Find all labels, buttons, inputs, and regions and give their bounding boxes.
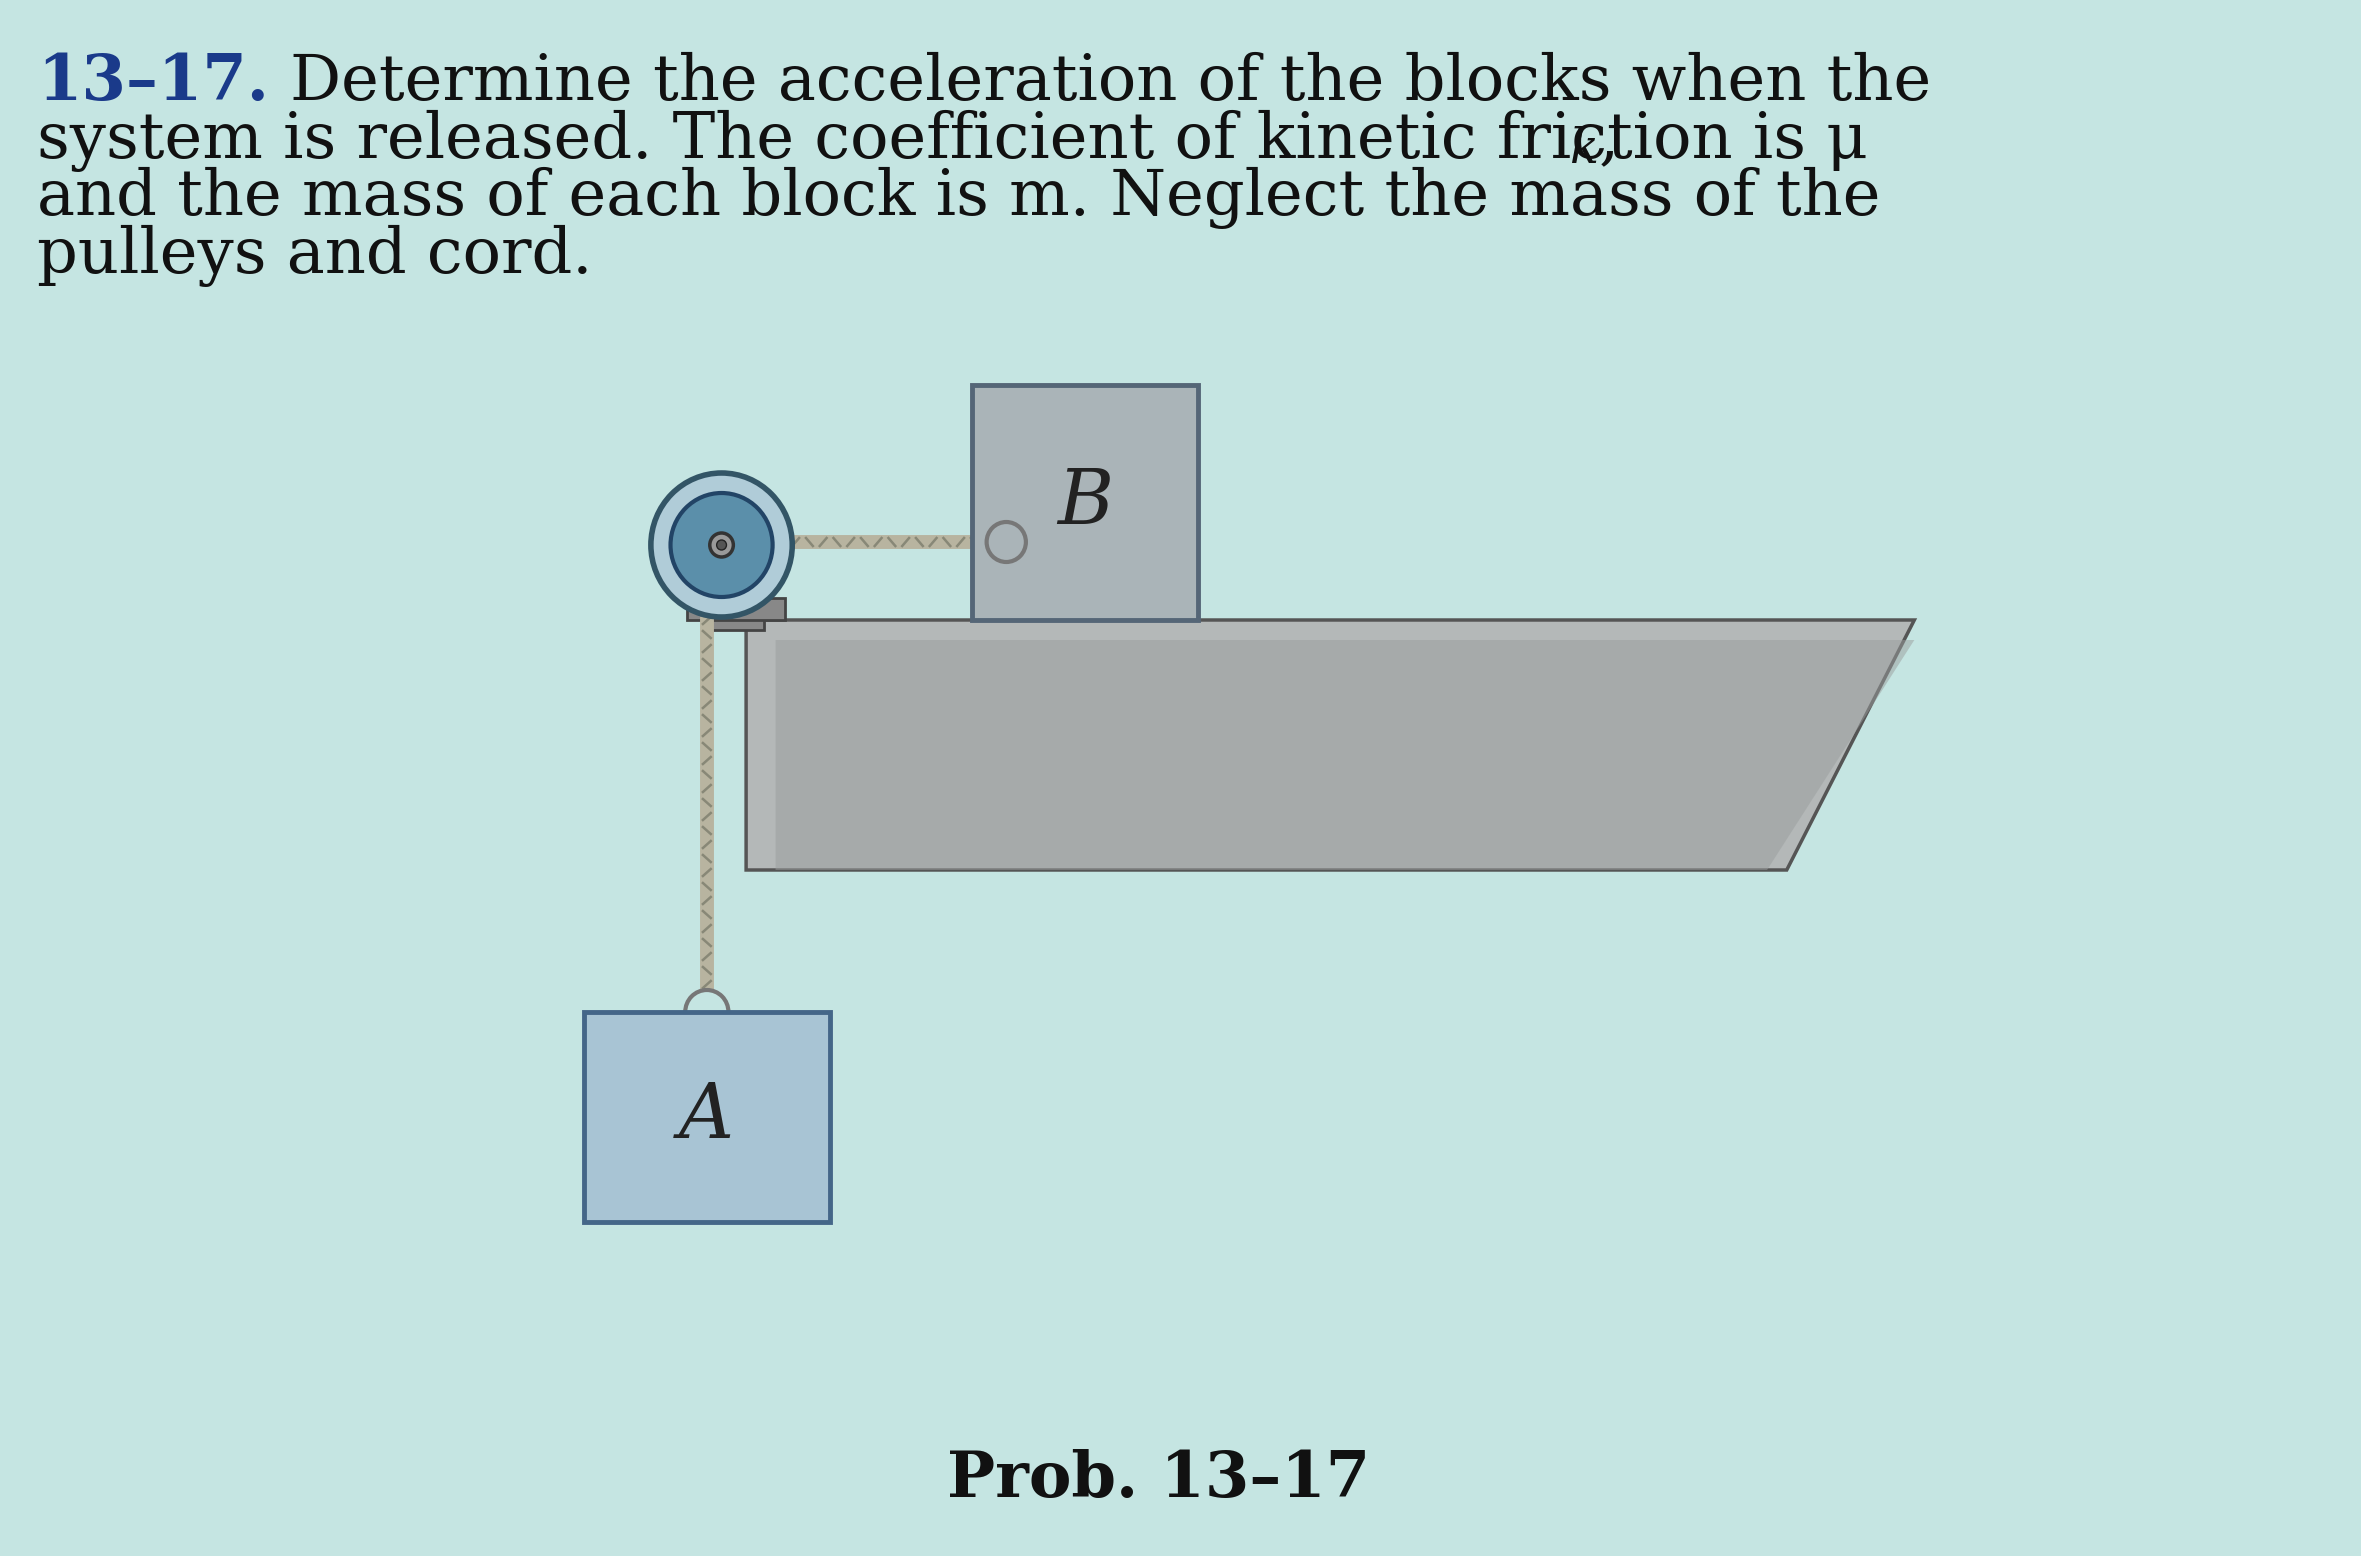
Bar (583, 1011, 829, 1221)
Bar (973, 384, 1197, 619)
Text: ,: , (1598, 109, 1620, 171)
Text: k: k (1568, 126, 1598, 173)
Text: 13–17.: 13–17. (38, 51, 269, 114)
Bar (711, 520, 763, 630)
Circle shape (671, 493, 772, 598)
Text: A: A (680, 1080, 734, 1155)
Circle shape (718, 540, 727, 549)
Bar (687, 598, 786, 619)
Circle shape (711, 534, 734, 557)
Circle shape (652, 473, 793, 618)
Text: B: B (1058, 465, 1112, 540)
Text: Determine the acceleration of the blocks when the: Determine the acceleration of the blocks… (290, 51, 1931, 114)
Polygon shape (746, 619, 1915, 870)
Polygon shape (774, 640, 1915, 870)
Text: pulleys and cord.: pulleys and cord. (38, 224, 593, 286)
Text: Prob. 13–17: Prob. 13–17 (947, 1450, 1369, 1511)
Text: system is released. The coefficient of kinetic friction is μ: system is released. The coefficient of k… (38, 109, 1868, 171)
Text: and the mass of each block is m. Neglect the mass of the: and the mass of each block is m. Neglect… (38, 166, 1882, 229)
